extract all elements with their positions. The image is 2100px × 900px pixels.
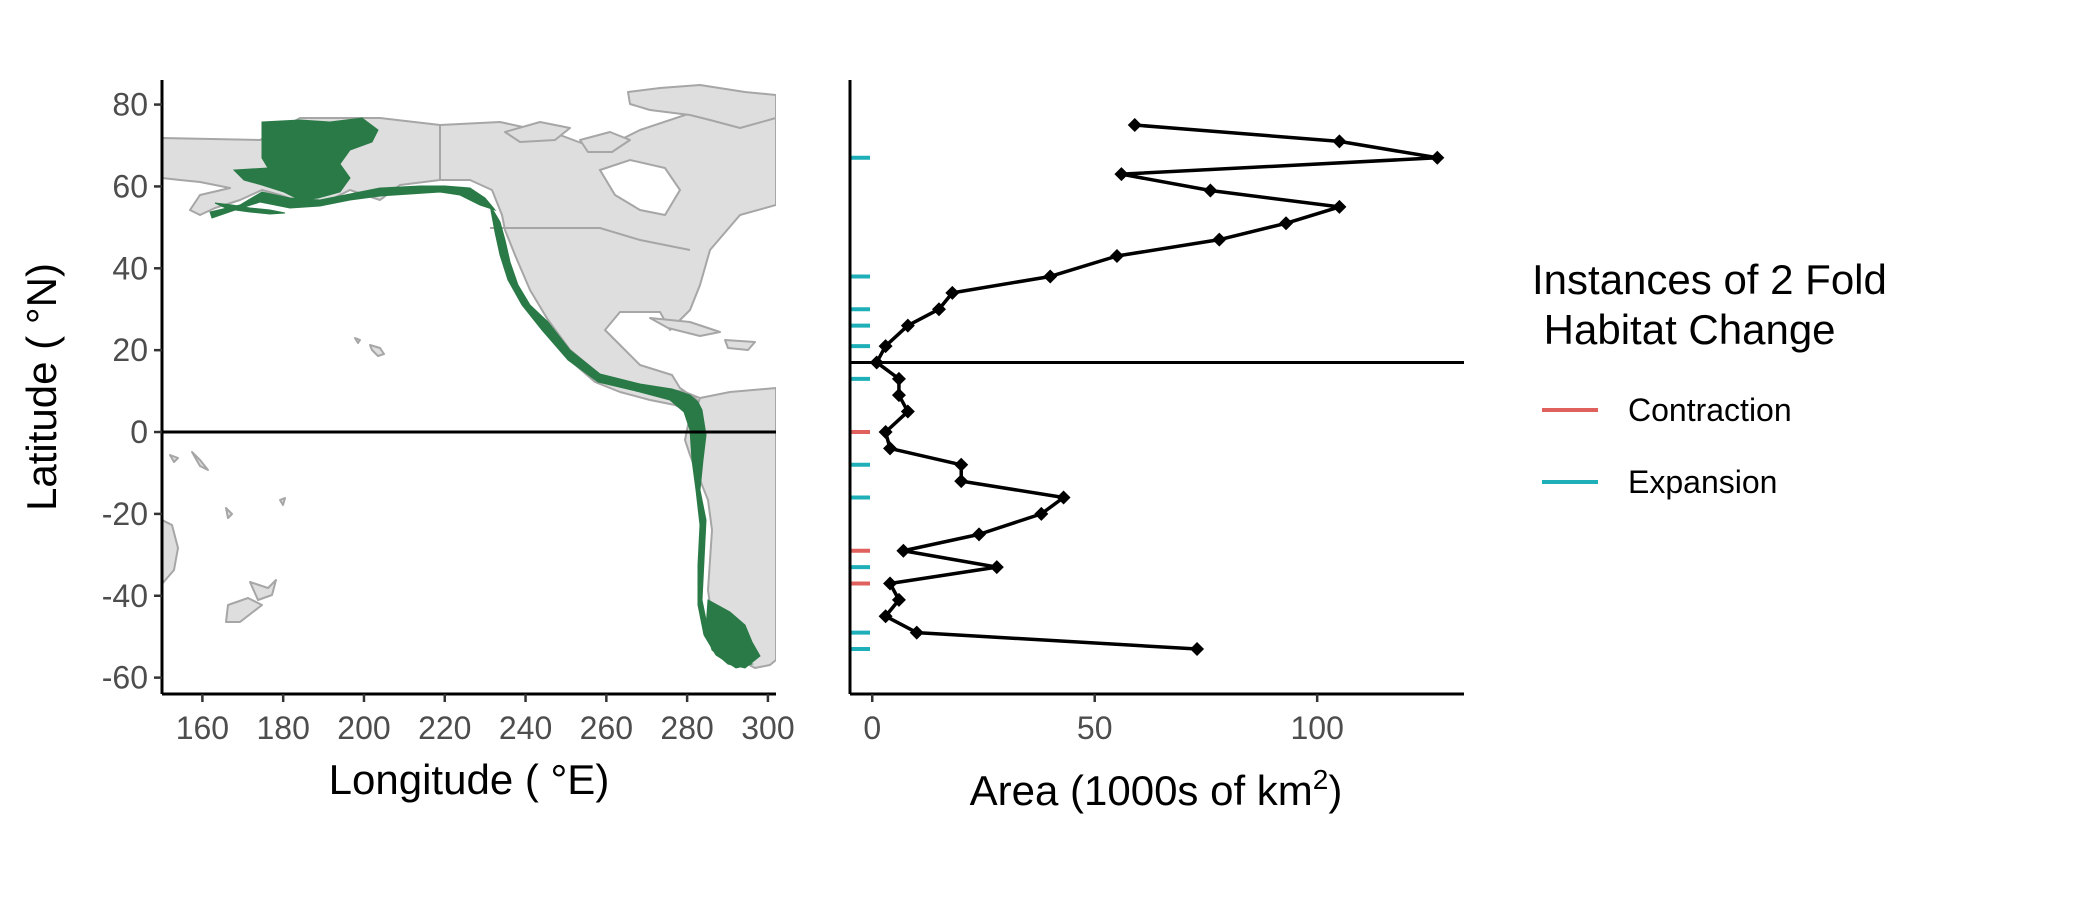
area-point	[883, 441, 898, 456]
map-area	[162, 84, 776, 669]
area-panel: 0 50 100 Area (1000s of km2)	[848, 80, 1464, 814]
area-point	[972, 527, 987, 542]
map-panel: -60 -40 -20 0 20 40 60 80 160 180 200 220 240 260 280…	[18, 80, 795, 803]
area-point	[1043, 269, 1058, 284]
area-point	[878, 609, 893, 624]
area-x-tick-label: 100	[1290, 710, 1343, 746]
hispaniola-island	[724, 339, 756, 351]
area-point	[883, 576, 898, 591]
map-y-tick-label: -40	[102, 578, 148, 614]
area-point	[1056, 490, 1071, 505]
area-x-tick-label: 0	[863, 710, 881, 746]
map-x-tick-label: 240	[499, 710, 552, 746]
map-y-tick-label: 80	[112, 87, 148, 123]
area-point	[891, 388, 906, 403]
hawaii-island	[354, 337, 361, 344]
area-point	[1332, 199, 1347, 214]
map-x-tick-label: 260	[580, 710, 633, 746]
arctic-island	[504, 121, 571, 143]
area-x-axis-title: Area (1000s of km2)	[970, 764, 1343, 814]
habitat-range-patagonia	[705, 599, 761, 669]
area-x-axis-title-main: Area (1000s of km	[970, 767, 1313, 814]
map-x-tick-label: 180	[256, 710, 309, 746]
map-y-tick-label: -60	[102, 660, 148, 696]
area-point	[1212, 232, 1227, 247]
area-series-line	[874, 123, 1440, 651]
area-point	[1127, 118, 1142, 133]
map-x-tick-label: 220	[418, 710, 471, 746]
cuba-island	[649, 317, 721, 337]
map-x-tick-label: 300	[741, 710, 794, 746]
legend: Instances of 2 Fold Habitat Change Contr…	[1532, 256, 1887, 500]
area-point	[878, 425, 893, 440]
pacific-island	[191, 451, 209, 471]
area-point	[1034, 506, 1049, 521]
map-y-tick-label: 60	[112, 168, 148, 204]
hudson-bay	[598, 158, 682, 217]
hawaii-island	[369, 344, 385, 357]
area-point	[1430, 150, 1445, 165]
area-point	[1203, 183, 1218, 198]
area-x-tick-label: 50	[1077, 710, 1113, 746]
map-x-ticks: 160 180 200 220 240 260 280 300	[176, 694, 795, 746]
greenland-landmass	[627, 84, 776, 129]
map-y-tick-label: 20	[112, 332, 148, 368]
area-point	[878, 339, 893, 354]
area-point	[945, 285, 960, 300]
arctic-island	[579, 131, 631, 153]
area-x-ticks: 0 50 100	[863, 694, 1344, 746]
map-y-tick-label: -20	[102, 496, 148, 532]
area-x-axis-title-close: )	[1328, 767, 1342, 814]
area-x-axis-title-sup: 2	[1313, 764, 1329, 795]
border-line	[490, 227, 691, 251]
area-point	[931, 302, 946, 317]
map-x-axis-title: Longitude ( °E)	[329, 756, 610, 803]
legend-label-contraction: Contraction	[1628, 392, 1792, 428]
map-x-tick-label: 280	[660, 710, 713, 746]
area-point	[1279, 216, 1294, 231]
new-zealand-island	[225, 597, 263, 623]
pacific-island	[169, 454, 179, 463]
area-point	[1332, 134, 1347, 149]
habitat-range-aleutians	[214, 202, 286, 215]
habitat-change-marks	[850, 155, 870, 651]
area-point	[954, 457, 969, 472]
area-point	[954, 474, 969, 489]
area-point	[900, 404, 915, 419]
area-point	[989, 560, 1004, 575]
map-y-tick-label: 0	[130, 414, 148, 450]
map-y-axis-title: Latitude ( °N)	[18, 263, 65, 511]
legend-title-line2: Habitat Change	[1532, 306, 1836, 353]
area-point	[891, 371, 906, 386]
area-point	[869, 355, 884, 370]
legend-items: Contraction Expansion	[1542, 392, 1792, 500]
area-series-points	[869, 118, 1445, 656]
map-y-tick-label: 40	[112, 250, 148, 286]
habitat-range-alaska-coast	[209, 185, 497, 219]
area-point	[891, 592, 906, 607]
legend-label-expansion: Expansion	[1628, 464, 1777, 500]
map-x-tick-label: 160	[176, 710, 229, 746]
australia-landmass	[162, 519, 179, 585]
area-point	[1190, 641, 1205, 656]
map-x-tick-label: 200	[337, 710, 390, 746]
map-y-ticks: -60 -40 -20 0 20 40 60 80	[102, 87, 162, 696]
area-point	[900, 318, 915, 333]
legend-title-line1: Instances of 2 Fold	[1532, 256, 1887, 303]
habitat-range-alaska	[232, 117, 379, 201]
south-america-landmass	[684, 387, 776, 669]
pacific-island	[279, 497, 286, 506]
area-point	[896, 543, 911, 558]
pacific-island	[225, 507, 233, 519]
area-point	[1109, 249, 1124, 264]
new-zealand-island	[249, 579, 277, 601]
area-point	[1114, 167, 1129, 182]
area-point	[909, 625, 924, 640]
